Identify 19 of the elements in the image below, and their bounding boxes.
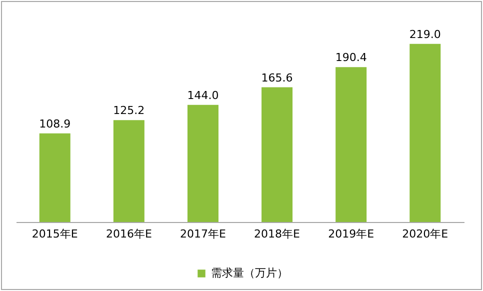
x-tick-label: 2016年E (106, 228, 152, 240)
data-label: 219.0 (409, 28, 441, 41)
data-label: 108.9 (39, 117, 71, 130)
bar (262, 87, 293, 222)
bar (410, 44, 441, 222)
bar (187, 104, 218, 222)
data-label: 190.4 (335, 51, 367, 64)
x-tick-label: 2015年E (32, 228, 78, 240)
x-tick-label: 2020年E (402, 228, 448, 240)
x-tick-label: 2017年E (180, 228, 226, 240)
legend-label: 需求量（万片） (211, 266, 288, 280)
bar (113, 120, 144, 222)
data-label: 165.6 (261, 71, 293, 84)
data-label: 125.2 (113, 104, 145, 118)
bar (336, 67, 367, 222)
bar (39, 133, 70, 222)
x-tick-label: 2019年E (328, 228, 374, 240)
data-label: 144.0 (187, 88, 219, 102)
x-tick-label: 2018年E (254, 228, 300, 240)
